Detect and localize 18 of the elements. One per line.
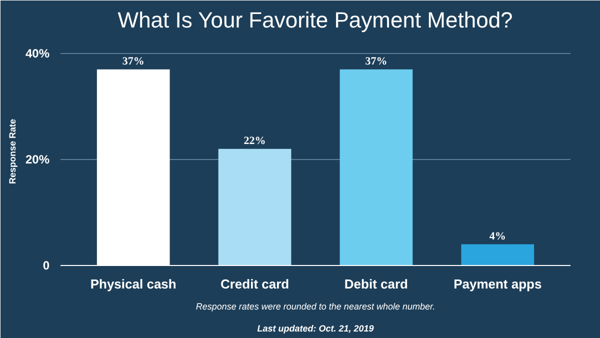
x-tick-label: Payment apps: [454, 276, 542, 292]
chart-title: What Is Your Favorite Payment Method?: [118, 8, 513, 32]
data-label: 37%: [365, 55, 388, 68]
x-tick-label: Physical cash: [90, 276, 176, 292]
data-label: 37%: [122, 55, 144, 68]
x-tick-label: Credit card: [220, 276, 290, 292]
bar: [340, 69, 413, 266]
text: Last updated: Oct. 21, 2019: [257, 324, 374, 334]
bar: [218, 148, 292, 266]
data-label: 22%: [244, 134, 266, 147]
text: Response rates were rounded to the nearest whole number.: [196, 302, 436, 312]
y-axis-title: Response Rate: [7, 118, 18, 184]
y-tick-label: 20%: [25, 152, 50, 166]
y-tick-label: 0: [42, 258, 50, 272]
bar: [461, 244, 534, 266]
y-tick-label: 40%: [25, 46, 50, 60]
x-tick-label: Debit card: [344, 276, 408, 292]
data-label: 4%: [489, 230, 506, 242]
